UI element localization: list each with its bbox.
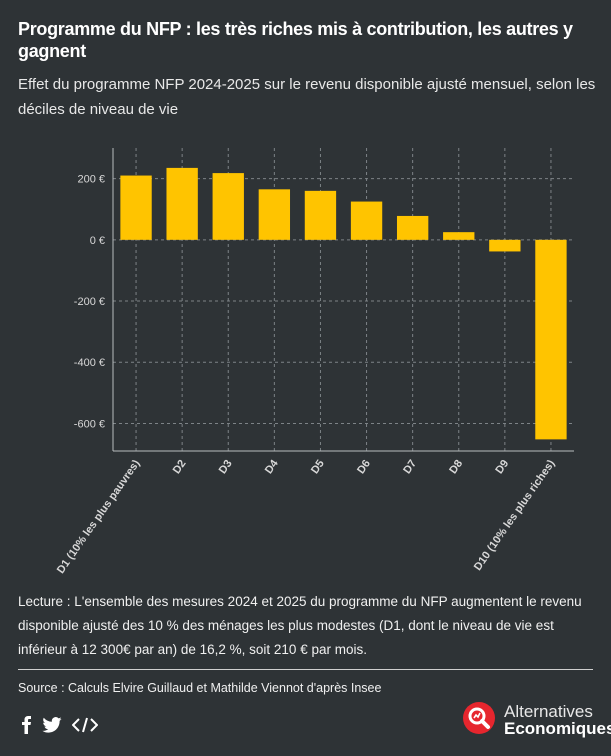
- bar: [258, 189, 291, 240]
- x-tick-label: D6: [355, 458, 373, 476]
- bar-chart: 200 € 0 € -200 € -400 € -600 € D1 (10% les pl…: [55, 148, 574, 576]
- y-tick-label: -200 €: [74, 296, 105, 308]
- x-tick-label: D10 (10% les plus riches): [472, 458, 558, 573]
- divider: [18, 669, 593, 670]
- brand-name-line2: Economiques: [504, 719, 611, 738]
- bar: [535, 239, 567, 440]
- magnifier-logo-icon: [462, 701, 496, 740]
- y-tick-label: 200 €: [77, 174, 105, 186]
- bar: [212, 173, 244, 240]
- twitter-icon[interactable]: [42, 717, 62, 733]
- brand-logo[interactable]: Alternatives Economiques: [462, 700, 611, 740]
- x-tick-label: D1 (10% les plus pauvres): [55, 458, 143, 576]
- y-tick-label: -400 €: [74, 357, 105, 369]
- x-tick-label: D4: [263, 457, 281, 476]
- y-tick-label: -600 €: [74, 418, 105, 430]
- source-note: Source : Calculs Elvire Guillaud et Math…: [18, 681, 382, 695]
- bar: [443, 232, 475, 240]
- x-tick-label: D3: [217, 458, 235, 476]
- reading-note: Lecture : L'ensemble des mesures 2024 et…: [18, 594, 582, 657]
- brand-name-line1: Alternatives: [504, 702, 593, 721]
- bar: [166, 167, 198, 240]
- facebook-icon[interactable]: [20, 716, 32, 734]
- y-tick-label: 0 €: [90, 235, 105, 247]
- embed-icon[interactable]: [72, 717, 98, 733]
- chart-subtitle: Effet du programme NFP 2024-2025 sur le …: [18, 76, 596, 118]
- bar: [350, 201, 383, 240]
- bar: [396, 215, 429, 240]
- bar: [304, 190, 337, 240]
- chart-title: Programme du NFP : les très riches mis à…: [18, 19, 573, 61]
- x-tick-label: D9: [493, 458, 511, 476]
- x-tick-label: D7: [401, 458, 419, 476]
- x-tick-label: D5: [309, 458, 327, 476]
- social-links: [20, 714, 98, 736]
- x-tick-label: D2: [171, 458, 189, 476]
- bar: [489, 239, 521, 252]
- bar: [120, 175, 152, 240]
- x-tick-label: D8: [447, 458, 465, 476]
